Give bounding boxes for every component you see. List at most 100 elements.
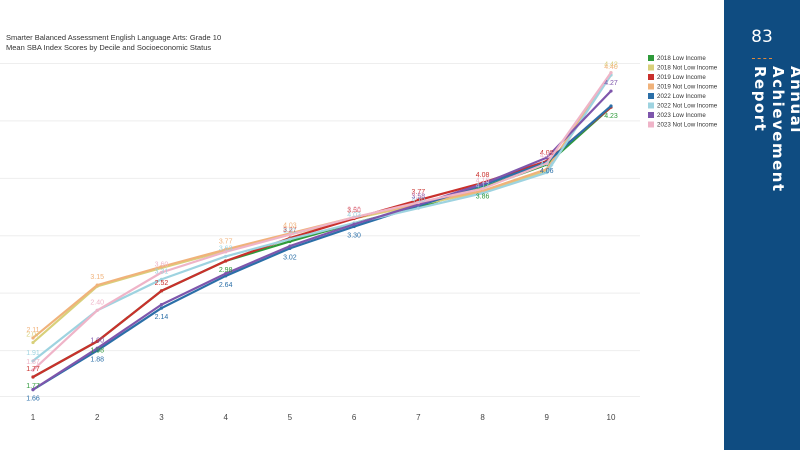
- report-title-vertical: Annual Achievement Report: [751, 66, 800, 193]
- x-tick-label: 7: [416, 413, 421, 422]
- data-point: [416, 198, 420, 202]
- x-tick-label: 4: [223, 413, 228, 422]
- legend-entry: 2023 Low Income: [657, 112, 706, 119]
- report-sidebar: 83 Annual Achievement Report: [724, 0, 800, 450]
- data-label: 1.88: [90, 357, 104, 364]
- data-point: [224, 254, 228, 259]
- report-title-word-achievement: Achievement: [769, 66, 787, 193]
- data-point: [352, 222, 356, 226]
- chart-title: Smarter Balanced Assessment English Lang…: [6, 33, 222, 42]
- data-point: [159, 265, 164, 269]
- data-point: [159, 303, 164, 307]
- data-label: 3.15: [90, 274, 104, 281]
- x-tick-label: 2: [95, 413, 100, 422]
- data-point: [480, 182, 485, 186]
- data-point: [31, 359, 35, 363]
- data-point: [224, 247, 228, 252]
- legend-swatch: [648, 55, 654, 61]
- line-chart: 1 2 3 4 5 6 7 8 9 10 1.77 1.98 2.98 3.86 4.23 2.07 4.42 1…: [0, 55, 718, 422]
- legend-swatch: [648, 121, 654, 128]
- data-label: 3.58: [412, 194, 426, 201]
- x-tick-label: 5: [288, 413, 293, 422]
- data-point: [545, 170, 549, 175]
- data-point: [31, 336, 35, 340]
- legend-entry: 2019 Low Income: [657, 74, 706, 81]
- data-point: [480, 189, 485, 193]
- data-label: 4.40: [604, 64, 618, 71]
- data-point: [159, 277, 164, 281]
- report-title-word-annual: Annual: [787, 66, 800, 134]
- data-point: [159, 270, 164, 275]
- data-label: 4.08: [540, 150, 554, 157]
- data-point: [288, 232, 292, 237]
- data-label: 4.03: [283, 222, 297, 229]
- data-label: 4.08: [476, 172, 490, 179]
- data-label: 3.02: [283, 254, 297, 261]
- data-point: [545, 161, 549, 165]
- data-label: 3.27: [283, 227, 297, 234]
- data-point: [416, 200, 420, 205]
- data-label: 1.87: [26, 359, 40, 366]
- data-point: [224, 259, 228, 263]
- legend-entry: 2018 Not Low Income: [657, 65, 718, 72]
- data-point: [31, 368, 35, 372]
- series-line-6: [32, 90, 612, 391]
- data-label: 4.24: [540, 162, 554, 169]
- data-point: [288, 237, 292, 241]
- legend-entry: 2018 Low Income: [657, 55, 706, 62]
- data-label: 2.11: [26, 327, 39, 334]
- data-label: 3.31: [155, 268, 169, 275]
- data-point: [95, 346, 99, 350]
- x-tick-label: 6: [352, 413, 357, 422]
- data-label: 1.66: [26, 396, 40, 403]
- data-label: 4.27: [604, 80, 618, 87]
- data-point: [159, 289, 164, 293]
- legend-entry: 2019 Not Low Income: [657, 84, 718, 91]
- data-point: [352, 215, 356, 219]
- data-point: [352, 224, 356, 229]
- x-tick-label: 9: [545, 413, 550, 422]
- data-label: 4.37: [540, 152, 554, 159]
- data-point: [545, 156, 549, 160]
- data-point: [31, 375, 35, 379]
- legend-swatch: [648, 93, 654, 99]
- legend-entry: 2022 Not Low Income: [657, 103, 718, 110]
- x-tick-label: 3: [159, 413, 164, 422]
- data-label: 3.60: [155, 261, 169, 268]
- legend-entry: 2023 Not Low Income: [657, 122, 718, 129]
- data-point: [480, 191, 485, 195]
- data-label: 4.42: [604, 62, 618, 69]
- data-point: [288, 239, 292, 244]
- legend-swatch: [648, 112, 654, 118]
- data-label: 2.64: [219, 282, 233, 289]
- series-line-7: [32, 72, 612, 371]
- data-point: [95, 339, 99, 343]
- data-label: 2.52: [155, 280, 169, 287]
- data-label: 3.86: [476, 194, 490, 201]
- data-label: 4.23: [604, 113, 618, 120]
- series-line-1: [32, 72, 612, 344]
- data-label: 4.10: [412, 197, 426, 204]
- x-tick-label: 8: [480, 413, 485, 422]
- data-label: 2.07: [26, 332, 40, 339]
- data-label: 1.98: [90, 347, 104, 354]
- data-label: 4.06: [540, 168, 554, 175]
- report-title-word-report: Report: [751, 66, 769, 133]
- data-label: 1.91: [26, 350, 40, 357]
- data-point: [609, 89, 613, 93]
- data-point: [224, 272, 228, 276]
- data-label: 3.50: [347, 208, 361, 215]
- data-point: [416, 203, 420, 207]
- legend-swatch: [648, 64, 654, 71]
- data-point: [31, 340, 35, 345]
- data-label: 2.98: [219, 267, 233, 274]
- page-number: 83: [751, 27, 773, 47]
- x-tick-label: 10: [607, 413, 616, 422]
- data-point: [480, 187, 485, 191]
- series-line-4: [32, 105, 612, 391]
- legend-swatch: [648, 102, 654, 109]
- data-point: [224, 250, 228, 254]
- legend-swatch: [648, 74, 654, 80]
- data-label: 4.16: [476, 178, 490, 185]
- data-label: 2.40: [90, 299, 104, 306]
